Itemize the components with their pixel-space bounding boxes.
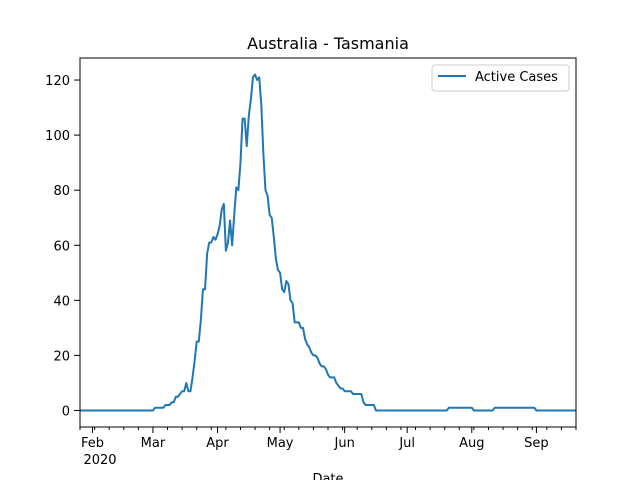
y-tick-label: 80 [53,184,70,199]
y-tick-label: 20 [53,349,70,364]
x-tick-label: Sep [524,436,549,451]
legend-label-active-cases: Active Cases [475,70,558,85]
y-axis: 0 20 40 60 80 100 120 [45,74,80,419]
axes-frame [79,57,577,428]
x-axis: Feb Mar Apr May Jun Jul Aug Sep [79,427,577,451]
x-tick-label: Jun [334,436,355,451]
x-tick-label: May [267,436,294,451]
y-tick-label: 100 [45,129,70,144]
x-tick-label: Feb [81,436,104,451]
x-axis-label: Date [312,472,343,480]
legend: Active Cases [431,64,570,92]
x-tick-label: Mar [141,436,166,451]
chart-title: Australia - Tasmania [247,34,409,53]
y-tick-label: 40 [53,294,70,309]
plot-area [79,57,577,428]
legend-box [431,64,570,92]
x-tick-label: Aug [459,436,484,451]
y-tick-label: 120 [45,74,70,89]
series-line-active-cases [80,73,576,412]
y-tick-label: 0 [62,404,70,419]
x-tick-label: Jul [398,436,415,451]
x-year-label: 2020 [83,453,116,468]
x-tick-label: Apr [206,436,229,451]
y-tick-label: 60 [53,239,70,254]
